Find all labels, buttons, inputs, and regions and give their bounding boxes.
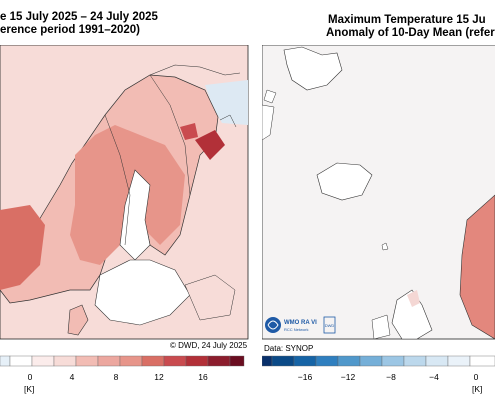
left-colorbar-unit: [K] — [24, 384, 35, 394]
colorbar-segment — [262, 355, 273, 367]
logo-text: WMO RA VI — [284, 320, 317, 326]
colorbar-tick-label: 8 — [114, 372, 119, 382]
right-map-credit: Data: SYNOP — [264, 344, 314, 353]
arctic-island — [283, 46, 343, 91]
colorbar-segment — [9, 355, 33, 367]
right-title-line1: Maximum Temperature 15 Ju — [328, 14, 486, 26]
ireland — [371, 314, 391, 340]
dwd-badge: DWD — [325, 323, 335, 328]
left-title-line1: e 15 July 2025 – 24 July 2025 — [0, 11, 158, 23]
colorbar-tick-label: −12 — [341, 372, 356, 382]
colorbar-tick-label: 12 — [154, 372, 164, 382]
left-anomaly-map — [0, 45, 249, 340]
strong-warm-patch — [180, 123, 198, 140]
colorbar-segment — [381, 355, 405, 367]
colorbar-segment — [119, 355, 143, 367]
wmo-ra-vi-logo: WMO RA VI RCC Network DWD — [264, 314, 336, 336]
norway-land — [459, 194, 495, 340]
colorbar-segment — [185, 355, 209, 367]
colorbar-tick-label: −16 — [298, 372, 313, 382]
country-border — [104, 114, 131, 246]
norway-west-coast-warm — [0, 205, 45, 290]
left-map-title: e 15 July 2025 – 24 July 2025 erence per… — [0, 11, 158, 37]
colorbar-segment — [229, 355, 245, 367]
small-island — [263, 89, 277, 104]
colorbar-segment — [447, 355, 471, 367]
colorbar-tick-label: 4 — [70, 372, 75, 382]
right-colorbar-unit: [K] — [472, 384, 483, 394]
right-map-title: Maximum Temperature 15 Ju Anomaly of 10-… — [326, 14, 495, 40]
faroe-islands — [381, 242, 389, 251]
colorbar-segment — [163, 355, 187, 367]
cool-anomaly-region — [205, 80, 248, 125]
baltic-states — [184, 274, 236, 321]
right-anomaly-map — [262, 45, 495, 340]
colorbar-segment — [271, 355, 295, 367]
colorbar-segment — [53, 355, 77, 367]
north-coast — [149, 64, 241, 76]
right-title-line2: Anomaly of 10-Day Mean (refer — [326, 27, 495, 39]
scotland-warm — [407, 290, 420, 307]
denmark — [67, 304, 89, 336]
logo-subtext: RCC Network — [284, 327, 308, 332]
colorbar-tick-label: −4 — [429, 372, 439, 382]
colorbar-segment — [97, 355, 121, 367]
colorbar-tick-label: 0 — [474, 372, 479, 382]
colorbar-segment — [31, 355, 55, 367]
baltic-sea — [94, 259, 191, 326]
colorbar-segment — [337, 355, 361, 367]
strong-warm-patch — [195, 130, 225, 160]
country-border — [149, 74, 191, 196]
left-title-line2: erence period 1991–2020) — [0, 24, 141, 36]
colorbar-segment — [315, 355, 339, 367]
colorbar-segment — [359, 355, 383, 367]
iceland — [316, 162, 373, 201]
coast-detail — [219, 114, 237, 128]
greenland-edge — [262, 104, 275, 141]
colorbar-segment — [425, 355, 449, 367]
colorbar-segment — [293, 355, 317, 367]
gulf-of-bothnia — [119, 169, 151, 261]
left-map-credit: © DWD, 24 July 2025 — [170, 341, 248, 350]
colorbar-tick-label: 16 — [198, 372, 208, 382]
colorbar-segment — [403, 355, 427, 367]
colorbar-segment — [75, 355, 99, 367]
colorbar-segment — [469, 355, 495, 367]
warm-anomaly-core — [70, 125, 185, 265]
colorbar-tick-label: −8 — [386, 372, 396, 382]
right-map-frame — [262, 45, 495, 340]
left-colorbar: 0 4 8 12 16 — [0, 355, 245, 382]
colorbar-segment — [207, 355, 231, 367]
colorbar-segment — [0, 355, 11, 367]
wmo-globe-icon — [265, 317, 281, 333]
right-colorbar: −16 −12 −8 −4 0 — [262, 355, 495, 382]
colorbar-tick-label: 0 — [28, 372, 33, 382]
colorbar-segment — [141, 355, 165, 367]
